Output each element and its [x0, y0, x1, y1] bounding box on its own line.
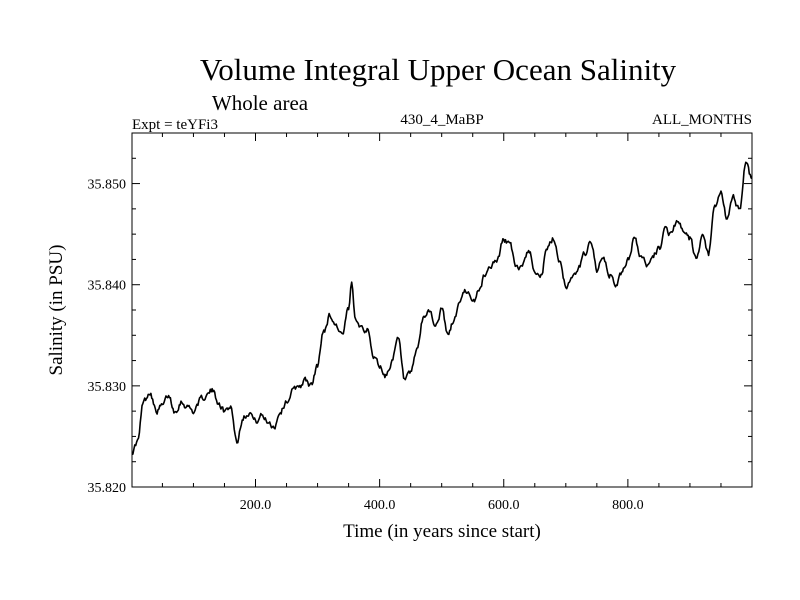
y-axis-label: Salinity (in PSU): [46, 245, 67, 376]
x-tick-label: 800.0: [612, 498, 644, 513]
header-center: 430_4_MaBP: [400, 112, 483, 128]
chart-subtitle: Whole area: [212, 91, 309, 115]
y-tick-label: 35.850: [88, 178, 127, 193]
x-tick-label: 400.0: [364, 498, 396, 513]
axis-ticks: 200.0 400.0 600.0 800.0 35.820 35.830 35.840 35…: [88, 132, 752, 513]
x-axis-label: Time (in years since start): [343, 521, 541, 542]
x-tick-label: 200.0: [240, 498, 272, 513]
header-left: Expt = teYFi3: [132, 117, 218, 133]
header-right: ALL_MONTHS: [652, 112, 752, 128]
y-tick-label: 35.830: [88, 380, 127, 395]
y-tick-label: 35.820: [88, 481, 127, 496]
y-tick-label: 35.840: [88, 279, 127, 294]
plot-frame: [131, 132, 753, 488]
x-tick-label: 600.0: [488, 498, 520, 513]
chart-title: Volume Integral Upper Ocean Salinity: [200, 52, 677, 87]
salinity-series-line: [131, 161, 753, 456]
